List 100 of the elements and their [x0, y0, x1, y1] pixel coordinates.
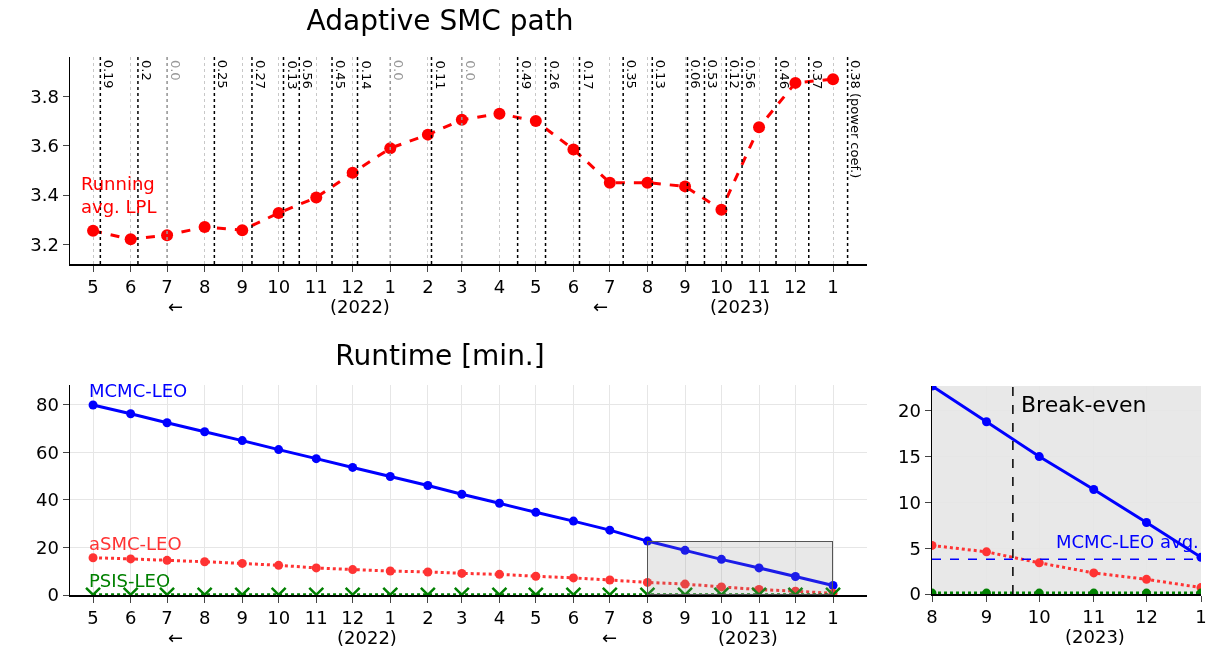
x-tick-label: 12	[1135, 606, 1158, 628]
point	[715, 203, 728, 216]
y-tick-label: 3.6	[30, 135, 59, 157]
point	[237, 558, 247, 568]
ref-line-label: 0.56	[743, 59, 759, 89]
point	[423, 480, 433, 490]
ref-line-label: 0.2	[138, 60, 154, 81]
x-tick-label: 11	[304, 607, 328, 629]
x-tick-label: 11	[1082, 606, 1106, 628]
point	[493, 107, 506, 120]
text: ←	[168, 296, 184, 317]
x-tick-label: 2	[422, 607, 434, 629]
point	[827, 73, 840, 86]
point	[680, 579, 690, 589]
point	[348, 462, 358, 472]
point	[198, 221, 211, 234]
point	[274, 560, 284, 570]
point	[605, 575, 615, 585]
y-tick-label: 10	[897, 491, 921, 513]
point	[568, 516, 578, 526]
point	[982, 417, 991, 427]
y-tick-label: 0	[47, 584, 59, 606]
point	[789, 76, 802, 89]
point	[87, 224, 100, 237]
x-tick-label: 6	[567, 607, 580, 629]
x-tick-label: 5	[530, 276, 542, 298]
point	[423, 567, 433, 577]
x-tick-label: 7	[161, 276, 173, 298]
point	[753, 121, 766, 134]
ref-line-label: 0.0	[391, 59, 407, 81]
ref-line-label: 0.56	[300, 59, 316, 89]
text: (2023)	[1065, 626, 1125, 647]
point	[641, 176, 654, 189]
x-tick-label: 5	[87, 607, 99, 629]
point	[716, 554, 726, 564]
text: ←	[593, 296, 609, 317]
ref-line-label: 0.49	[518, 60, 534, 90]
point	[88, 553, 98, 563]
x-tick-label: 10	[267, 607, 291, 629]
x-tick-label: 1	[827, 607, 839, 629]
point	[494, 498, 504, 508]
point	[1034, 452, 1044, 462]
point	[272, 206, 285, 219]
x-tick-label: 6	[124, 607, 137, 629]
x-tick-label: 8	[641, 607, 654, 629]
ref-line-label: 0.35	[624, 59, 640, 89]
ref-line-label: 0.06	[688, 59, 704, 89]
y-tick-label: 80	[35, 394, 59, 416]
ref-line-label: 0.27	[252, 60, 268, 89]
y-tick-label: 20	[35, 536, 59, 558]
point	[828, 581, 838, 590]
text: (2023)	[710, 296, 770, 317]
x-tick-label: 9	[980, 606, 993, 628]
point	[274, 445, 284, 455]
point	[531, 571, 541, 581]
text: (2022)	[337, 627, 397, 648]
x-tick-label: 7	[604, 276, 616, 298]
point	[162, 418, 172, 428]
text: ←	[168, 627, 184, 648]
point	[680, 545, 690, 555]
ref-line-label: 0.46	[777, 59, 793, 89]
x-tick-label: 9	[679, 607, 691, 629]
x-tick-label: 6	[567, 276, 580, 298]
x-tick-label: 7	[604, 607, 616, 629]
x-tick-label: 12	[341, 276, 365, 298]
ref-line-label: 0.11	[432, 60, 448, 90]
x-tick-label: 10	[709, 276, 733, 298]
point	[421, 128, 434, 141]
x-tick-label: 2	[422, 276, 434, 298]
x-tick-label: 4	[493, 607, 506, 629]
x-tick-label: 8	[641, 276, 654, 298]
chart-title: Runtime [min.]	[335, 338, 545, 372]
point	[1034, 558, 1044, 568]
y-tick-label: 3.4	[30, 184, 59, 206]
point	[1089, 485, 1099, 495]
y-tick-label: 0	[909, 583, 921, 605]
x-tick-label: 1	[827, 276, 839, 298]
point	[236, 224, 249, 237]
ref-line-label: 0.26	[546, 60, 562, 90]
point	[529, 115, 542, 128]
y-tick-label: 3.2	[30, 233, 59, 255]
point	[237, 436, 247, 446]
x-tick-label: 8	[926, 606, 938, 628]
y-tick-label: 40	[35, 489, 59, 511]
point	[385, 566, 395, 576]
ref-line-label: 0.0	[462, 60, 478, 81]
ref-line-label: 0.0	[168, 59, 184, 81]
point	[124, 233, 137, 246]
x-tick-label: 9	[679, 276, 691, 298]
point	[88, 400, 98, 410]
ref-line-label: 0.38 (power coef.)	[848, 59, 864, 179]
point	[311, 454, 321, 464]
x-tick-label: 5	[87, 276, 99, 298]
x-tick-label: 10	[1027, 606, 1051, 628]
series-label: PSIS-LEO	[89, 570, 171, 591]
series-label: MCMC-LEO	[89, 380, 188, 401]
ref-line-label: 0.53	[705, 59, 721, 89]
point	[603, 176, 616, 189]
text: (2022)	[330, 296, 390, 317]
point	[679, 180, 692, 193]
